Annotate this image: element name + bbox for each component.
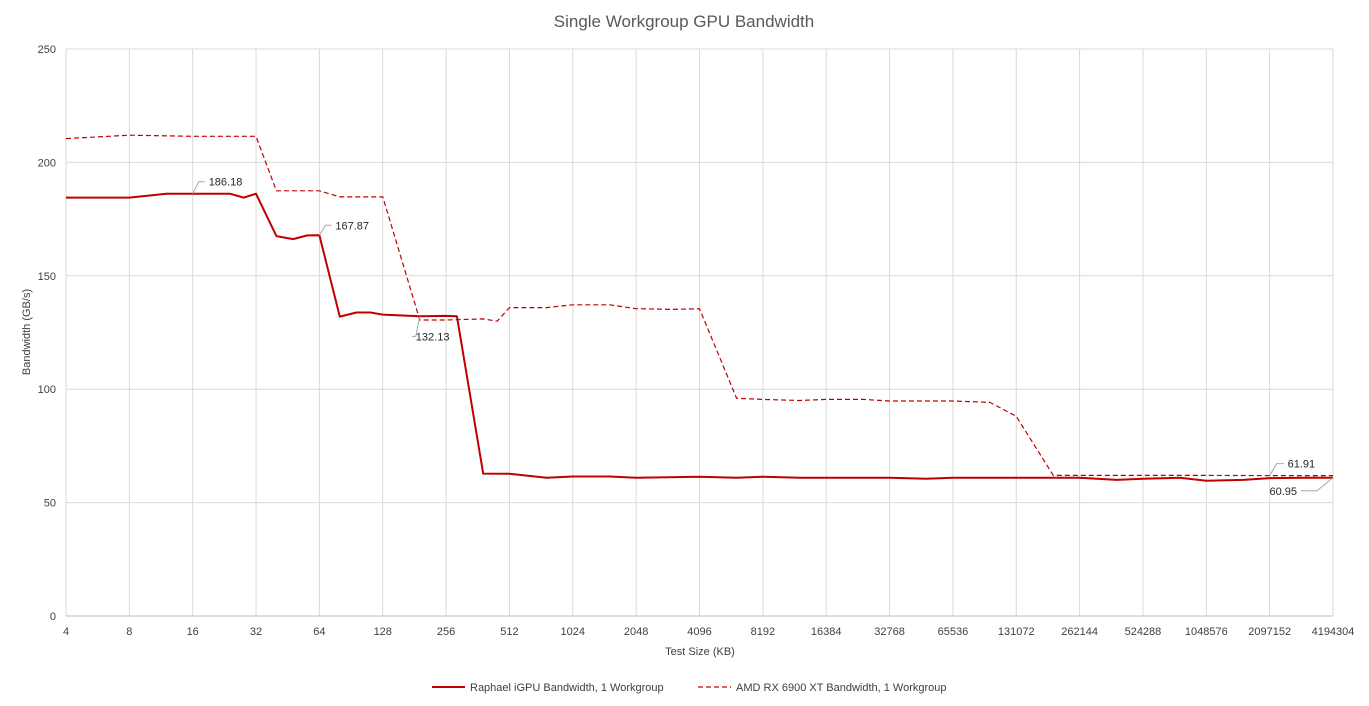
x-tick-label: 8192 [751, 626, 775, 638]
gridlines [65, 48, 1334, 617]
x-tick-label: 4194304 [1312, 626, 1355, 638]
x-tick-label: 256 [437, 626, 455, 638]
x-axis-label: Test Size (KB) [665, 646, 735, 658]
y-tick-label: 100 [38, 384, 56, 396]
y-tick-label: 50 [44, 498, 56, 510]
annotation-leader [1269, 463, 1284, 476]
legend-label-raphael: Raphael iGPU Bandwidth, 1 Workgroup [470, 682, 664, 694]
x-tick-label: 4096 [687, 626, 711, 638]
data-annotation-label: 60.95 [1269, 486, 1297, 498]
x-tick-label: 128 [374, 626, 392, 638]
data-annotations: 186.18 167.87 132.13 61.91 60.95 [192, 177, 1334, 498]
y-tick-label: 200 [38, 157, 56, 169]
x-tick-label: 524288 [1125, 626, 1162, 638]
annotation-leader [1301, 477, 1334, 492]
series-line-rx6900xt [65, 134, 1333, 477]
y-axis-ticks: 0 50 100 150 200 250 [38, 44, 56, 623]
chart-title: Single Workgroup GPU Bandwidth [554, 12, 815, 31]
annotation-leader [318, 224, 332, 236]
legend: Raphael iGPU Bandwidth, 1 Workgroup AMD … [432, 682, 947, 694]
data-annotation-label: 132.13 [416, 331, 450, 343]
x-tick-label: 262144 [1061, 626, 1098, 638]
data-annotation-label: 186.18 [209, 177, 243, 189]
legend-label-rx6900xt: AMD RX 6900 XT Bandwidth, 1 Workgroup [736, 682, 947, 694]
x-tick-label: 16384 [811, 626, 842, 638]
x-tick-label: 2048 [624, 626, 648, 638]
x-tick-label: 131072 [998, 626, 1035, 638]
x-tick-label: 2097152 [1248, 626, 1291, 638]
series-lines [65, 134, 1334, 482]
y-axis-label: Bandwidth (GB/s) [21, 289, 33, 375]
x-tick-label: 8 [126, 626, 132, 638]
y-tick-label: 0 [50, 611, 56, 623]
y-tick-label: 250 [38, 44, 56, 56]
x-tick-label: 16 [187, 626, 199, 638]
x-tick-label: 1024 [561, 626, 585, 638]
annotation-leader [411, 316, 421, 337]
x-tick-label: 32 [250, 626, 262, 638]
data-annotation-label: 167.87 [335, 220, 369, 232]
y-tick-label: 150 [38, 271, 56, 283]
x-axis-ticks: 4 8 16 32 64 128 256 512 1024 2048 4096 8192 16384 32… [63, 626, 1354, 638]
x-tick-label: 32768 [874, 626, 905, 638]
x-tick-label: 4 [63, 626, 69, 638]
x-tick-label: 1048576 [1185, 626, 1228, 638]
x-tick-label: 64 [313, 626, 325, 638]
annotation-leader [192, 181, 205, 194]
x-tick-label: 512 [500, 626, 518, 638]
data-annotation-label: 61.91 [1288, 459, 1316, 471]
series-line-raphael [66, 192, 1334, 482]
x-tick-label: 65536 [938, 626, 969, 638]
